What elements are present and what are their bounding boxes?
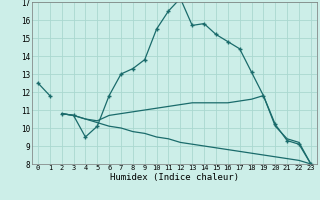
X-axis label: Humidex (Indice chaleur): Humidex (Indice chaleur) <box>110 173 239 182</box>
